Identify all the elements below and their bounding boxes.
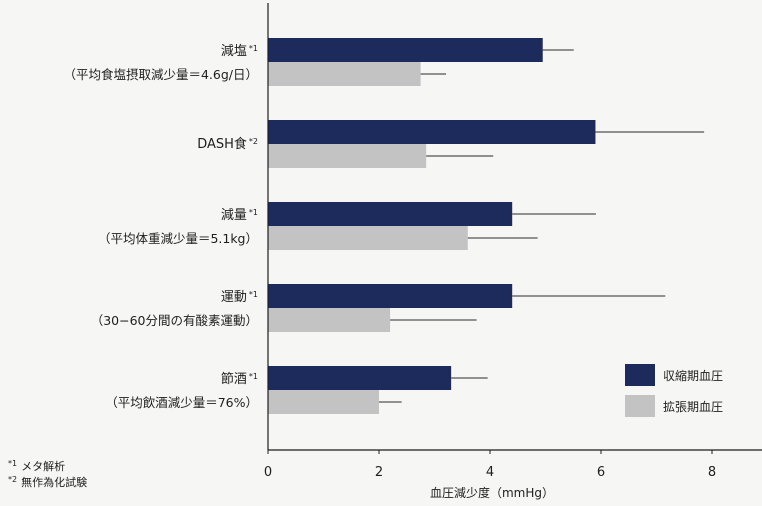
legend-swatch-diastolic — [625, 395, 655, 417]
footnote-marker-2: *2 — [8, 475, 17, 484]
category-name-4: 運動 — [221, 290, 247, 305]
bar-systolic-2 — [268, 120, 596, 144]
category-marker-4: *1 — [249, 290, 258, 299]
bar-diastolic-5 — [268, 390, 379, 414]
category-name-1: 減塩 — [221, 43, 247, 59]
category-label-5: 節酒 *1 — [221, 372, 258, 387]
category-name-3: 減量 — [221, 207, 247, 223]
category-note-1: （平均食塩摂取減少量＝4.6g/日） — [63, 67, 258, 82]
category-label-1: 減塩 *1 — [221, 43, 258, 59]
x-tick-label-2: 2 — [375, 465, 383, 480]
category-label-2: DASH食 *2 — [197, 136, 258, 152]
bar-diastolic-3 — [268, 226, 468, 250]
category-name-2: DASH食 — [197, 136, 247, 152]
legend-label-diastolic: 拡張期血圧 — [663, 400, 723, 414]
bar-systolic-1 — [268, 38, 543, 62]
bar-systolic-5 — [268, 366, 452, 390]
category-label-3: 減量 *1 — [221, 207, 258, 223]
bar-diastolic-2 — [268, 144, 427, 168]
category-note-3: （平均体重減少量＝5.1kg） — [98, 231, 258, 246]
bar-systolic-3 — [268, 202, 513, 226]
x-tick-label-0: 0 — [264, 465, 272, 480]
x-tick-label-4: 4 — [486, 465, 494, 480]
bars-layer — [268, 38, 596, 414]
category-marker-1: *1 — [249, 44, 258, 53]
category-marker-5: *1 — [249, 372, 258, 381]
legend-swatch-systolic — [625, 364, 655, 386]
bar-diastolic-1 — [268, 62, 421, 86]
footnote-text-2: 無作為化試験 — [21, 475, 87, 489]
bar-diastolic-4 — [268, 308, 391, 332]
x-tick-label-6: 6 — [597, 465, 605, 480]
footnote-1: *1 メタ解析 — [8, 459, 65, 473]
footnote-marker-1: *1 — [8, 459, 17, 468]
bar-systolic-4 — [268, 284, 513, 308]
category-marker-2: *2 — [249, 137, 258, 146]
error-bars-layer — [379, 49, 705, 403]
category-label-4: 運動 *1 — [221, 290, 258, 305]
category-name-5: 節酒 — [221, 372, 247, 387]
category-note-4: （30−60分間の有酸素運動） — [91, 313, 258, 328]
category-note-5: （平均飲酒減少量＝76%） — [105, 395, 258, 410]
footnote-text-1: メタ解析 — [21, 459, 65, 473]
footnote-2: *2 無作為化試験 — [8, 475, 87, 489]
category-marker-3: *1 — [249, 208, 258, 217]
axes: 0 2 4 6 8 血圧減少度（mmHg） — [264, 3, 762, 500]
legend-label-systolic: 収縮期血圧 — [663, 368, 723, 383]
x-axis-title: 血圧減少度（mmHg） — [430, 485, 554, 500]
x-tick-label-8: 8 — [708, 465, 716, 480]
footnotes: *1 メタ解析 *2 無作為化試験 — [8, 459, 87, 489]
category-labels: 減塩 *1（平均食塩摂取減少量＝4.6g/日）DASH食 *2減量 *1（平均体重減少… — [63, 43, 258, 410]
